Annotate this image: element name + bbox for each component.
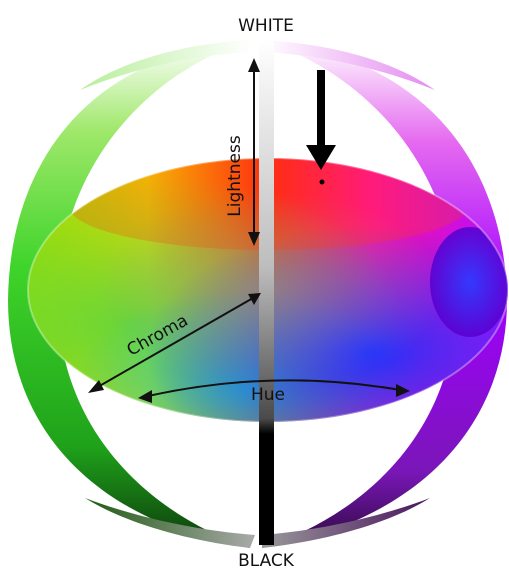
lightness-label: Lightness xyxy=(225,135,245,217)
white-label: WHITE xyxy=(238,16,294,36)
top-cap-left xyxy=(80,40,252,90)
hue-label: Hue xyxy=(251,385,285,405)
lightness-axis xyxy=(259,40,274,545)
down-arrow-icon xyxy=(306,70,336,185)
right-ring xyxy=(262,40,507,548)
top-cap-right xyxy=(262,40,435,90)
bottom-cap-right xyxy=(262,498,430,548)
left-ring xyxy=(8,40,250,548)
hue-arrow xyxy=(138,379,410,403)
black-label: BLACK xyxy=(238,551,295,571)
lightness-arrow xyxy=(248,58,260,246)
sphere-rings xyxy=(8,40,507,548)
chroma-arrow xyxy=(88,293,261,393)
bottom-cap-left xyxy=(85,498,255,548)
